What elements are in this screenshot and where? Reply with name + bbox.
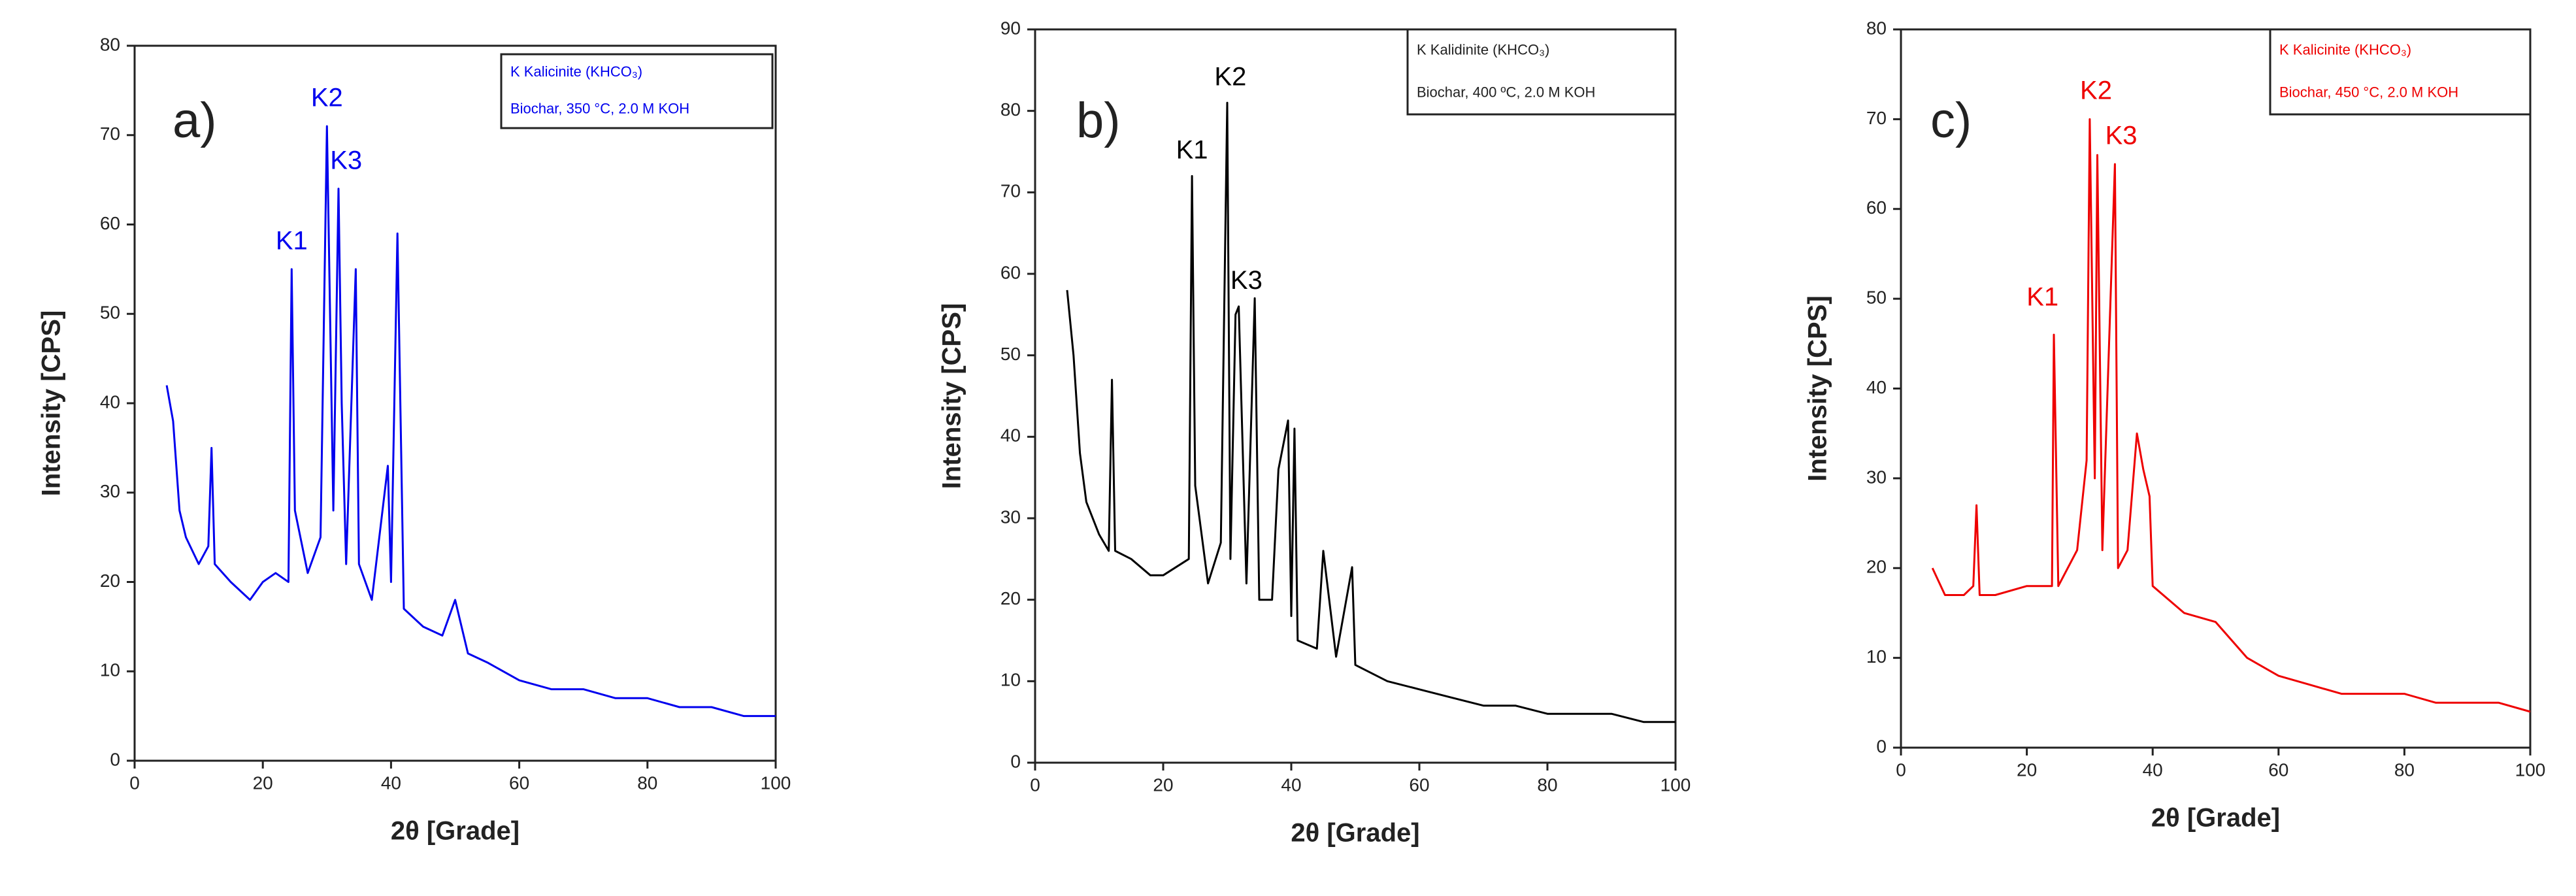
y-axis-label: Intensity [CPS]	[37, 310, 66, 496]
y-tick-label: 80	[1866, 18, 1887, 38]
plot-frame	[1900, 28, 2532, 749]
x-tick-label: 80	[637, 772, 657, 793]
panel-label: a)	[173, 93, 217, 148]
peak-label: K1	[276, 226, 308, 255]
x-tick-label: 60	[1409, 774, 1429, 795]
y-tick-label: 90	[1000, 18, 1021, 38]
peak-label: K3	[1230, 266, 1263, 295]
y-tick-label: 30	[1866, 467, 1887, 487]
y-tick-label: 60	[1000, 262, 1021, 282]
x-tick-label: 60	[2268, 759, 2288, 780]
y-tick-label: 80	[1000, 99, 1021, 120]
x-tick-label: 20	[2017, 759, 2037, 780]
y-tick-label: 10	[1000, 670, 1021, 690]
peak-label: K2	[311, 84, 343, 112]
y-tick-label: 0	[1876, 736, 1887, 756]
peak-label: K3	[330, 146, 362, 174]
y-tick-label: 50	[100, 303, 120, 323]
panel-label: c)	[1930, 93, 1972, 148]
y-axis-label: Intensity [CPS]	[1804, 295, 1832, 481]
x-tick-label: 0	[1030, 774, 1040, 795]
y-tick-label: 20	[1866, 557, 1887, 577]
x-tick-label: 40	[381, 772, 401, 793]
peak-label: K3	[2105, 121, 2138, 150]
panel: 0 20 40 60 80 100 0 10 20 30 40 50 60 70 80 2θ [Grade] I…	[1804, 18, 2546, 832]
x-tick-label: 80	[1537, 774, 1557, 795]
x-axis-label: 2θ [Grade]	[391, 817, 520, 846]
y-tick-label: 50	[1866, 288, 1887, 308]
y-tick-label: 40	[100, 391, 120, 412]
x-tick-label: 0	[129, 772, 140, 793]
plot-frame	[1034, 28, 1677, 764]
data-line	[165, 125, 776, 718]
y-tick-label: 70	[1000, 181, 1021, 201]
x-tick-label: 80	[2394, 759, 2415, 780]
y-tick-label: 20	[1000, 588, 1021, 608]
legend-text: K Kalicinite (KHCO₃)	[2279, 41, 2411, 58]
y-tick-label: 30	[100, 481, 120, 501]
x-axis-label: 2θ [Grade]	[1291, 819, 1419, 848]
peak-label: K2	[1214, 62, 1246, 91]
y-tick-label: 40	[1000, 425, 1021, 446]
y-axis-label: Intensity [CPS]	[938, 303, 966, 489]
data-line	[1931, 118, 2531, 713]
x-tick-label: 40	[2143, 759, 2163, 780]
y-tick-label: 10	[1866, 646, 1887, 667]
y-tick-label: 30	[1000, 506, 1021, 527]
y-tick-label: 0	[1010, 751, 1021, 771]
x-tick-label: 100	[1660, 774, 1691, 795]
y-tick-label: 80	[100, 34, 120, 54]
y-tick-label: 60	[1866, 197, 1887, 218]
peak-label: K1	[1176, 136, 1208, 165]
y-tick-label: 60	[100, 213, 120, 233]
x-tick-label: 100	[761, 772, 791, 793]
legend-box	[1406, 28, 1677, 116]
plot-frame	[133, 44, 777, 762]
panel: 0 20 40 60 80 100 0 10 20 30 40 50 60 70 80 90 2θ [Grade…	[938, 18, 1691, 847]
y-tick-label: 50	[1000, 344, 1021, 364]
x-tick-label: 60	[509, 772, 529, 793]
peak-label: K2	[2080, 76, 2112, 105]
y-tick-label: 70	[100, 124, 120, 144]
x-tick-label: 20	[1153, 774, 1173, 795]
legend-text: Biochar, 350 °C, 2.0 M KOH	[510, 101, 689, 117]
legend-text: K Kalicinite (KHCO₃)	[510, 63, 642, 80]
y-tick-label: 20	[100, 571, 120, 591]
y-tick-label: 10	[100, 660, 120, 680]
legend-text: K Kalidinite (KHCO₃)	[1417, 41, 1549, 58]
panel-label: b)	[1076, 93, 1121, 148]
data-line	[1066, 101, 1676, 723]
y-tick-label: 0	[110, 749, 120, 769]
legend-box	[2269, 28, 2532, 116]
legend-box	[500, 53, 774, 129]
x-tick-label: 20	[253, 772, 273, 793]
y-tick-label: 40	[1866, 377, 1887, 397]
y-tick-label: 70	[1866, 108, 1887, 128]
legend-text: Biochar, 450 °C, 2.0 M KOH	[2279, 84, 2458, 100]
x-axis-label: 2θ [Grade]	[2151, 804, 2280, 833]
legend-text: Biochar, 400 ºC, 2.0 M KOH	[1417, 84, 1595, 100]
panel: 0 20 40 60 80 100 0 10 20 30 40 50 60 70 80 2θ [Grade] I…	[37, 34, 791, 845]
peak-label: K1	[2026, 283, 2058, 312]
x-tick-label: 0	[1896, 759, 1906, 780]
x-tick-label: 40	[1281, 774, 1301, 795]
x-tick-label: 100	[2515, 759, 2546, 780]
